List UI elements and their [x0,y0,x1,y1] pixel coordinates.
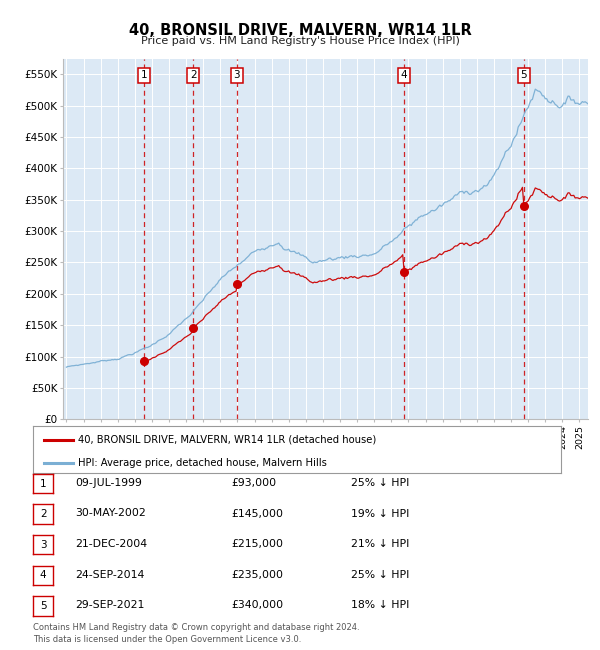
Text: 2: 2 [190,70,196,81]
Text: £93,000: £93,000 [231,478,276,488]
Text: 09-JUL-1999: 09-JUL-1999 [75,478,142,488]
Text: 5: 5 [520,70,527,81]
Text: 25% ↓ HPI: 25% ↓ HPI [351,478,409,488]
Text: £215,000: £215,000 [231,539,283,549]
Text: Price paid vs. HM Land Registry's House Price Index (HPI): Price paid vs. HM Land Registry's House … [140,36,460,46]
Text: 29-SEP-2021: 29-SEP-2021 [75,600,145,610]
Text: 24-SEP-2014: 24-SEP-2014 [75,569,145,580]
Text: 40, BRONSIL DRIVE, MALVERN, WR14 1LR: 40, BRONSIL DRIVE, MALVERN, WR14 1LR [128,23,472,38]
Text: 21-DEC-2004: 21-DEC-2004 [75,539,147,549]
Text: 4: 4 [40,570,47,580]
Text: Contains HM Land Registry data © Crown copyright and database right 2024.
This d: Contains HM Land Registry data © Crown c… [33,623,359,644]
Text: 4: 4 [401,70,407,81]
Text: 19% ↓ HPI: 19% ↓ HPI [351,508,409,519]
Text: £340,000: £340,000 [231,600,283,610]
Text: 18% ↓ HPI: 18% ↓ HPI [351,600,409,610]
Text: 21% ↓ HPI: 21% ↓ HPI [351,539,409,549]
Text: 30-MAY-2002: 30-MAY-2002 [75,508,146,519]
Text: HPI: Average price, detached house, Malvern Hills: HPI: Average price, detached house, Malv… [78,458,327,468]
Text: 3: 3 [233,70,240,81]
Text: 5: 5 [40,601,47,611]
Text: £235,000: £235,000 [231,569,283,580]
Text: 2: 2 [40,509,47,519]
Text: 3: 3 [40,540,47,550]
Text: 40, BRONSIL DRIVE, MALVERN, WR14 1LR (detached house): 40, BRONSIL DRIVE, MALVERN, WR14 1LR (de… [78,434,376,445]
Text: 1: 1 [140,70,147,81]
Text: 1: 1 [40,478,47,489]
Text: 25% ↓ HPI: 25% ↓ HPI [351,569,409,580]
Text: £145,000: £145,000 [231,508,283,519]
